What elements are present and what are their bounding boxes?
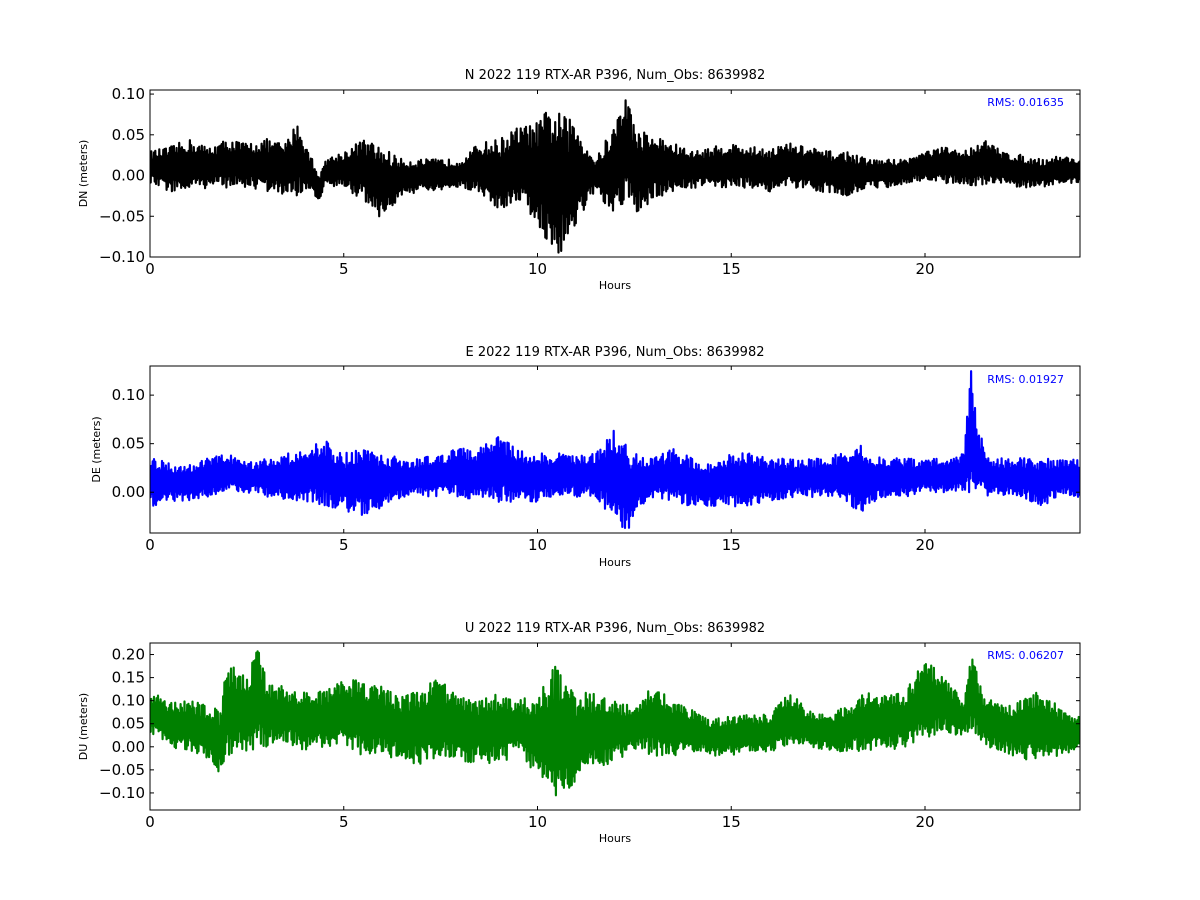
panel-up-x-tick-label: 5 (339, 813, 349, 831)
panel-east-x-tick-label: 5 (339, 536, 349, 554)
panel-up-x-tick-label: 20 (915, 813, 934, 831)
panel-north-x-tick-label: 20 (915, 260, 934, 278)
panel-east-y-tick-label: 0.10 (112, 386, 145, 404)
panel-up-y-tick-label: 0.00 (112, 738, 145, 756)
panel-up-x-axis-label: Hours (599, 832, 631, 845)
panel-east-frame (149, 365, 1081, 534)
panel-north-x-tick-label: 0 (145, 260, 155, 278)
panel-up-frame (149, 642, 1081, 811)
panel-north-frame (149, 89, 1081, 258)
panel-north-y-tick-label: 0.10 (112, 85, 145, 103)
panel-up-y-tick-label: 0.05 (112, 715, 145, 733)
panel-north: N 2022 119 RTX-AR P396, Num_Obs: 8639982… (77, 68, 1081, 292)
panel-north-series-line (150, 99, 1080, 254)
panel-north-ticks: 0 5 10 15 20 −0.10 −0.05 0.00 0.05 0.10 (99, 85, 1080, 278)
panel-east-plot-area (150, 370, 1080, 529)
panel-east-ticks: 0 5 10 15 20 0.00 0.05 0.10 (112, 366, 1080, 554)
panel-east-y-tick-label: 0.00 (112, 483, 145, 501)
panel-east-x-tick-label: 10 (528, 536, 547, 554)
panel-up-y-tick-label: −0.10 (99, 784, 145, 802)
panel-up: U 2022 119 RTX-AR P396, Num_Obs: 8639982… (77, 621, 1081, 845)
panel-up-x-tick-label: 10 (528, 813, 547, 831)
panel-east-title: E 2022 119 RTX-AR P396, Num_Obs: 8639982 (466, 345, 765, 360)
panel-north-y-tick-label: −0.10 (99, 248, 145, 266)
panel-up-y-tick-label: 0.10 (112, 692, 145, 710)
panel-up-ticks: 0 5 10 15 20 −0.10 −0.05 0.00 0.05 0.10 0.15 0.20 (99, 643, 1080, 831)
panel-north-y-tick-label: 0.00 (112, 167, 145, 185)
panel-north-y-tick-label: −0.05 (99, 207, 145, 225)
panel-east-x-tick-label: 20 (915, 536, 934, 554)
panel-east-rms-annotation: RMS: 0.01927 (987, 373, 1064, 386)
panel-north-y-axis-label: DN (meters) (77, 140, 90, 208)
panel-up-y-tick-label: −0.05 (99, 761, 145, 779)
panel-up-series-line (150, 650, 1080, 797)
panel-up-y-tick-label: 0.15 (112, 669, 145, 687)
panel-east: E 2022 119 RTX-AR P396, Num_Obs: 8639982… (90, 345, 1081, 569)
panel-up-rms-annotation: RMS: 0.06207 (987, 649, 1064, 662)
panel-north-y-tick-label: 0.05 (112, 126, 145, 144)
panel-north-x-axis-label: Hours (599, 279, 631, 292)
panel-east-x-tick-label: 0 (145, 536, 155, 554)
panel-up-y-tick-label: 0.20 (112, 646, 145, 664)
panel-up-x-tick-label: 0 (145, 813, 155, 831)
panel-north-rms-annotation: RMS: 0.01635 (987, 96, 1064, 109)
panel-north-title: N 2022 119 RTX-AR P396, Num_Obs: 8639982 (465, 68, 765, 83)
panel-north-x-tick-label: 10 (528, 260, 547, 278)
panel-east-y-axis-label: DE (meters) (90, 416, 103, 482)
panel-up-title: U 2022 119 RTX-AR P396, Num_Obs: 8639982 (465, 621, 765, 636)
panel-east-series-line (150, 370, 1080, 529)
panel-east-x-tick-label: 15 (722, 536, 741, 554)
panel-up-y-axis-label: DU (meters) (77, 693, 90, 760)
panel-up-plot-area (150, 650, 1080, 797)
panel-north-x-tick-label: 15 (722, 260, 741, 278)
panel-east-y-tick-label: 0.05 (112, 435, 145, 453)
panel-north-x-tick-label: 5 (339, 260, 349, 278)
panel-north-plot-area (150, 99, 1080, 254)
panel-east-x-axis-label: Hours (599, 556, 631, 569)
panel-up-x-tick-label: 15 (722, 813, 741, 831)
